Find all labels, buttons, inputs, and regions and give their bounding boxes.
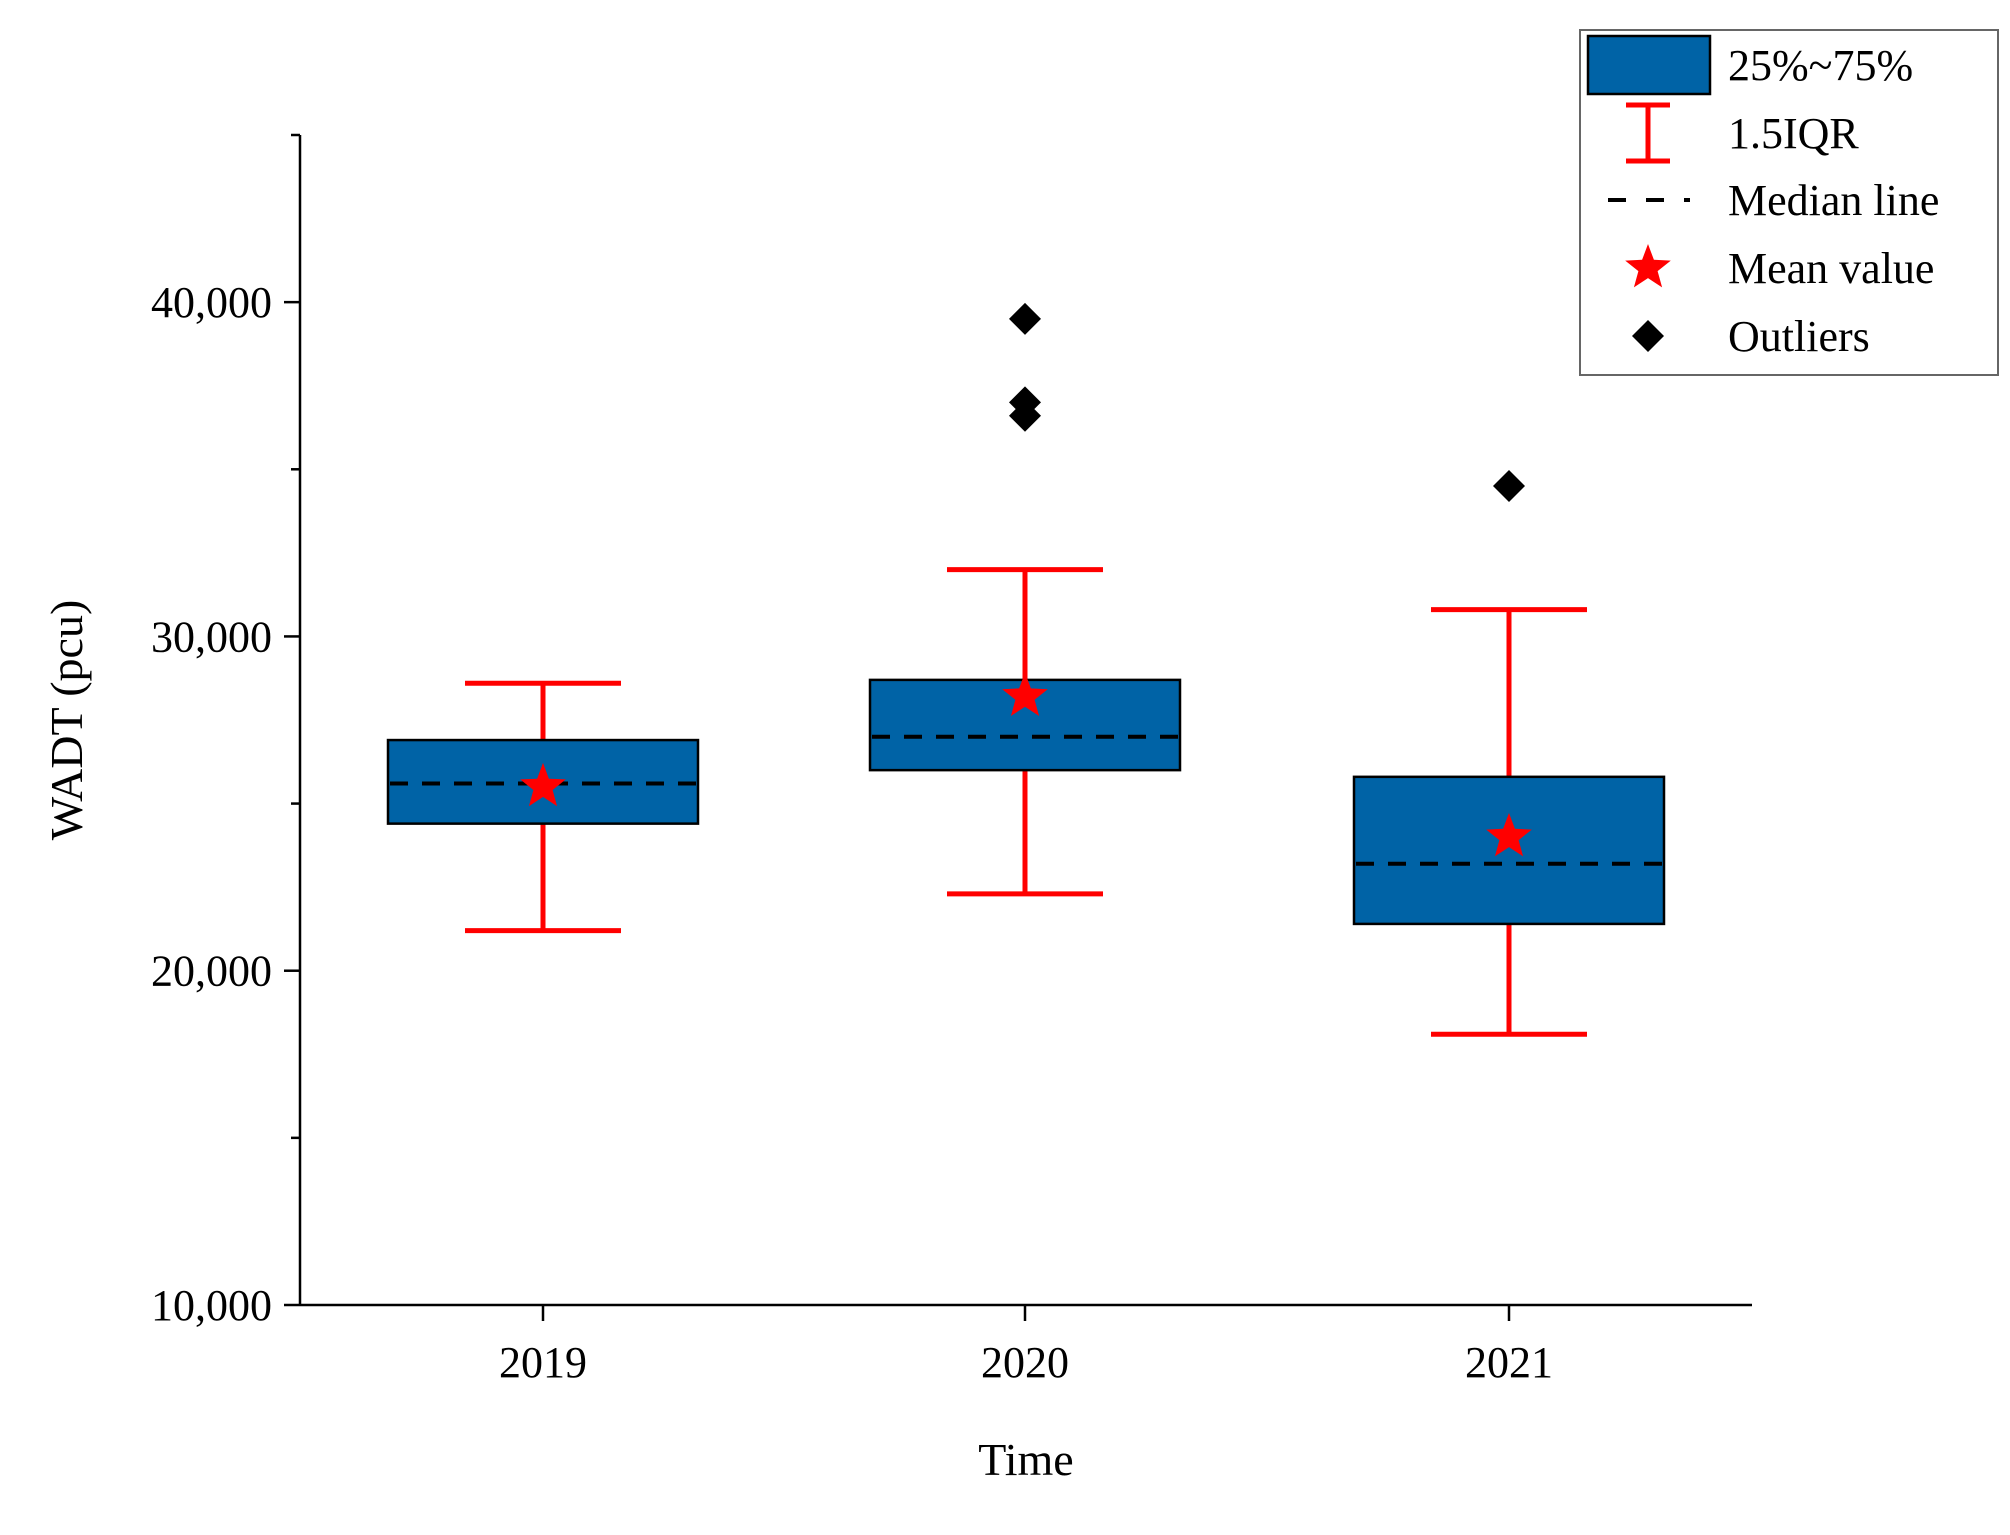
axes: 10,000 20,000 30,000 40,000 2019 2020 2021 Time… [41, 133, 1752, 1485]
legend-entry-mean: Mean value [1625, 244, 1934, 293]
legend-label: Mean value [1728, 244, 1934, 293]
legend-label: Median line [1728, 176, 1939, 225]
mean-star [1486, 813, 1532, 857]
x-axis-label: Time [978, 1434, 1073, 1485]
outlier-point [1009, 399, 1041, 432]
legend-entry-median: Median line [1608, 176, 1939, 225]
outlier-point [1009, 302, 1041, 335]
legend-entry-whisker: 1.5IQR [1626, 102, 1859, 164]
legend-entry-box: 25%~75% [1586, 34, 1913, 96]
mean-star [1002, 672, 1048, 716]
y-tick-label: 20,000 [151, 947, 272, 996]
plot-area [386, 302, 1666, 1037]
legend-label: 1.5IQR [1728, 109, 1859, 158]
legend-label: 25%~75% [1728, 41, 1913, 90]
legend-box-swatch [1586, 34, 1712, 96]
x-tick-label: 2020 [981, 1338, 1069, 1387]
iqr-box [1352, 775, 1666, 926]
y-axis-label: WADT (pcu) [41, 600, 92, 841]
mean-star [520, 762, 566, 807]
x-tick-label: 2021 [1465, 1338, 1553, 1387]
legend-entry-outlier: Outliers [1632, 312, 1870, 361]
legend-outlier-swatch [1632, 320, 1664, 352]
outlier-point [1493, 470, 1525, 502]
y-tick-label: 30,000 [151, 612, 272, 661]
x-tick-label: 2019 [499, 1338, 587, 1387]
box-group-2021 [1352, 470, 1666, 1037]
box-group-2019 [386, 680, 700, 934]
legend-label: Outliers [1728, 312, 1870, 361]
legend: 25%~75% 1.5IQR Median line Mean value Outlie… [1579, 29, 1999, 376]
box-group-2020 [868, 302, 1182, 897]
legend-mean-swatch [1625, 244, 1671, 288]
y-tick-label: 40,000 [151, 278, 272, 327]
y-tick-label: 10,000 [151, 1281, 272, 1330]
